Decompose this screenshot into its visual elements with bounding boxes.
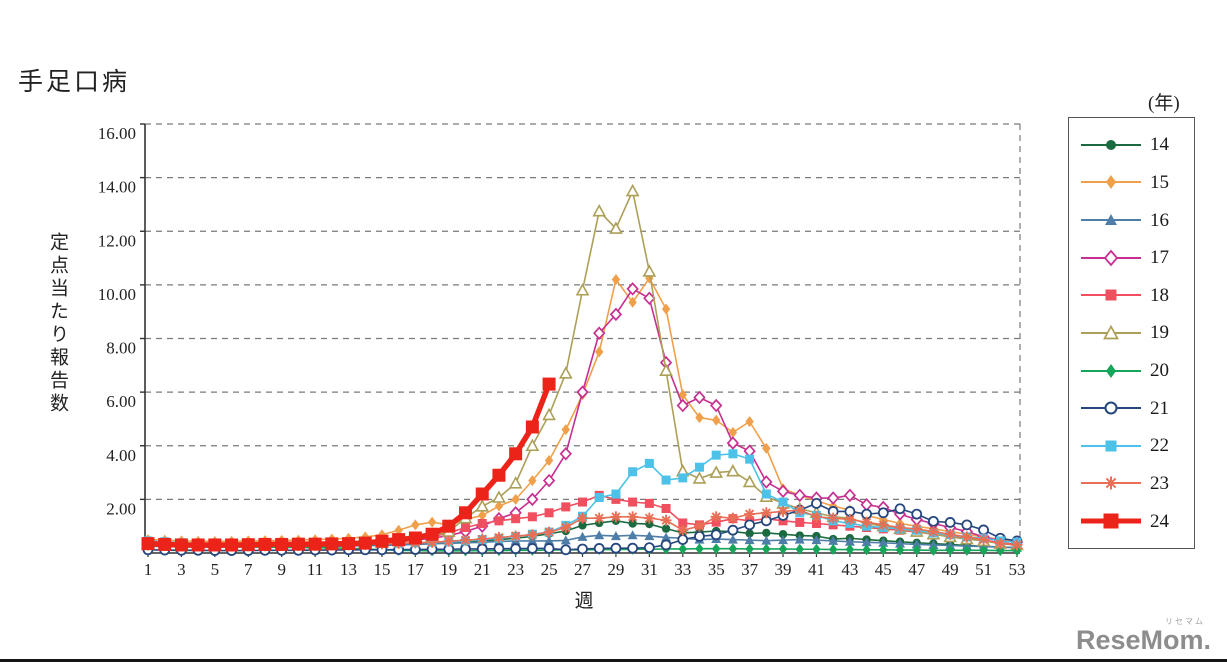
site-logo: リセマム ReseMom. <box>1076 618 1211 654</box>
svg-text:1: 1 <box>144 560 153 579</box>
svg-text:13: 13 <box>340 560 357 579</box>
legend-item-24: 24 <box>1079 510 1188 532</box>
svg-text:19: 19 <box>440 560 457 579</box>
y-axis-title: 定点当たり報告数 <box>47 232 68 416</box>
svg-text:6.00: 6.00 <box>106 392 136 411</box>
legend-marker-22 <box>1081 440 1141 452</box>
legend-unit-label: (年) <box>1148 93 1180 114</box>
legend-marker-14 <box>1081 139 1141 150</box>
svg-text:14.00: 14.00 <box>98 178 136 197</box>
x-axis-title: 週 <box>574 591 594 612</box>
svg-text:29: 29 <box>607 560 624 579</box>
legend-label-17: 17 <box>1150 247 1169 269</box>
svg-text:8.00: 8.00 <box>106 339 136 358</box>
svg-text:27: 27 <box>574 560 592 579</box>
legend-item-22: 22 <box>1079 435 1188 457</box>
legend-label-15: 15 <box>1150 171 1169 193</box>
legend-label-16: 16 <box>1150 209 1169 231</box>
legend-marker-18 <box>1081 289 1141 301</box>
legend-item-19: 19 <box>1079 322 1188 344</box>
svg-text:23: 23 <box>507 560 524 579</box>
svg-text:33: 33 <box>674 560 691 579</box>
legend-label-14: 14 <box>1150 134 1169 156</box>
svg-text:3: 3 <box>177 560 186 579</box>
svg-text:47: 47 <box>908 560 926 579</box>
legend-label-22: 22 <box>1150 435 1169 457</box>
legend-item-14: 14 <box>1079 134 1188 156</box>
legend-item-17: 17 <box>1079 247 1188 269</box>
svg-text:5: 5 <box>211 560 220 579</box>
legend-item-23: 23 <box>1079 472 1188 494</box>
svg-text:11: 11 <box>307 560 323 579</box>
legend-label-24: 24 <box>1150 510 1169 532</box>
svg-text:45: 45 <box>875 560 892 579</box>
svg-text:49: 49 <box>942 560 959 579</box>
legend-box: 14 15 16 17 18 19 20 21 22 23 24 <box>1068 117 1195 549</box>
svg-text:12.00: 12.00 <box>98 231 136 250</box>
svg-text:10.00: 10.00 <box>98 285 136 304</box>
legend-marker-21 <box>1081 401 1141 415</box>
svg-text:43: 43 <box>841 560 858 579</box>
svg-text:25: 25 <box>541 560 558 579</box>
svg-text:16.00: 16.00 <box>98 124 136 143</box>
legend-item-15: 15 <box>1079 171 1188 193</box>
svg-text:35: 35 <box>708 560 725 579</box>
legend-item-21: 21 <box>1079 397 1188 419</box>
bottom-divider-bar <box>0 659 1227 662</box>
legend-item-18: 18 <box>1079 284 1188 306</box>
svg-text:9: 9 <box>277 560 286 579</box>
svg-text:53: 53 <box>1009 560 1026 579</box>
legend-item-20: 20 <box>1079 360 1188 382</box>
legend-label-19: 19 <box>1150 322 1169 344</box>
legend-marker-23 <box>1081 476 1141 490</box>
site-logo-text: ReseMom. <box>1075 625 1211 655</box>
svg-text:39: 39 <box>775 560 792 579</box>
legend-item-16: 16 <box>1079 209 1188 231</box>
legend-marker-16 <box>1081 214 1141 226</box>
legend-label-18: 18 <box>1150 284 1169 306</box>
legend-label-23: 23 <box>1150 472 1169 494</box>
legend-marker-24 <box>1081 513 1141 529</box>
svg-text:51: 51 <box>975 560 992 579</box>
svg-text:37: 37 <box>741 560 759 579</box>
legend-marker-15 <box>1081 175 1141 190</box>
legend-marker-19 <box>1081 324 1141 340</box>
svg-text:41: 41 <box>808 560 825 579</box>
legend-label-20: 20 <box>1150 360 1169 382</box>
site-logo-ruby: リセマム <box>1165 617 1205 626</box>
svg-text:21: 21 <box>474 560 491 579</box>
svg-text:4.00: 4.00 <box>106 446 136 465</box>
svg-text:2.00: 2.00 <box>106 499 136 518</box>
svg-text:17: 17 <box>407 560 425 579</box>
legend-marker-17 <box>1081 249 1141 267</box>
legend-label-21: 21 <box>1150 397 1169 419</box>
chart-title: 手足口病 <box>18 68 131 96</box>
svg-text:7: 7 <box>244 560 253 579</box>
legend-marker-20 <box>1081 363 1141 378</box>
svg-text:31: 31 <box>641 560 658 579</box>
svg-text:15: 15 <box>373 560 390 579</box>
